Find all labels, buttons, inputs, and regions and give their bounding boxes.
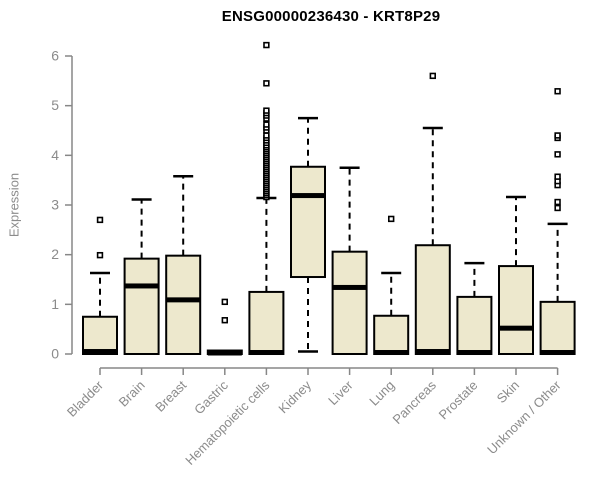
- box: [165, 254, 202, 355]
- y-tick-label: 0: [51, 346, 59, 362]
- outlier-point: [263, 80, 270, 87]
- x-tick-label: Prostate: [436, 378, 481, 423]
- outlier-point: [554, 88, 561, 95]
- boxplot-group-unknown-other: [539, 88, 576, 356]
- boxplot-group-skin: [498, 195, 534, 355]
- boxplot-group-liver: [331, 166, 368, 355]
- outlier-point: [263, 132, 270, 139]
- box: [498, 265, 534, 355]
- median-line: [415, 349, 450, 355]
- x-tick-label: Kidney: [275, 377, 314, 416]
- outlier-point: [554, 173, 561, 180]
- outlier-point: [263, 41, 270, 49]
- outlier-point: [387, 215, 395, 223]
- box: [290, 165, 326, 279]
- median-line: [166, 297, 201, 303]
- chart-title: ENSG00000236430 - KRT8P29: [221, 8, 441, 25]
- box: [82, 315, 118, 355]
- outlier-point: [554, 198, 561, 206]
- median-line: [124, 283, 159, 289]
- outlier-point: [554, 132, 561, 139]
- boxplot-group-brain: [123, 198, 160, 356]
- box: [331, 250, 368, 355]
- boxplot-group-pancreas: [414, 72, 451, 355]
- y-tick-label: 2: [51, 246, 59, 262]
- boxplot-group-gastric: [206, 298, 243, 356]
- median-line: [83, 349, 117, 355]
- median-line: [374, 350, 409, 356]
- y-axis: 0 1 2 3 4 5 6: [51, 48, 73, 362]
- y-axis-title: Expression: [6, 172, 22, 238]
- box: [539, 300, 576, 356]
- y-tick-label: 6: [51, 48, 59, 64]
- box: [248, 290, 285, 355]
- outlier-point: [96, 251, 104, 259]
- x-tick-label: Brain: [116, 378, 148, 410]
- boxplot-group-kidney: [290, 116, 326, 353]
- boxplot-group-prostate: [456, 261, 493, 356]
- outlier-point: [263, 107, 270, 114]
- y-tick-label: 3: [51, 197, 59, 213]
- x-tick-label: Skin: [494, 378, 522, 406]
- boxplot-group-lung: [373, 215, 410, 356]
- x-tick-label: Breast: [152, 377, 189, 414]
- boxplot-group-breast: [165, 174, 202, 355]
- x-tick-label: Bladder: [64, 377, 107, 420]
- y-tick-label: 5: [51, 97, 59, 113]
- median-line: [332, 284, 367, 290]
- boxplot-group-bladder: [82, 216, 118, 355]
- median-line: [457, 350, 492, 356]
- median-line: [540, 350, 575, 356]
- outlier-point: [96, 216, 104, 224]
- x-tick-label: Liver: [325, 377, 356, 408]
- outlier-point: [221, 317, 228, 324]
- x-tick-label: Lung: [366, 378, 397, 409]
- outlier-point: [221, 298, 228, 306]
- y-tick-label: 1: [51, 296, 59, 312]
- outlier-point: [429, 72, 436, 80]
- box: [414, 244, 451, 355]
- median-line: [499, 325, 533, 331]
- outlier-point: [263, 121, 270, 128]
- box: [123, 257, 160, 356]
- boxplot-group-hematopoietic-cells: [248, 41, 285, 356]
- median-line: [291, 193, 325, 199]
- outlier-point: [554, 151, 561, 158]
- x-tick-label: Gastric: [191, 377, 231, 417]
- box: [456, 295, 493, 355]
- median-line: [207, 350, 242, 356]
- median-line: [249, 350, 284, 356]
- outlier-point: [554, 204, 561, 212]
- y-tick-label: 4: [51, 147, 59, 163]
- x-tick-label: Pancreas: [389, 377, 439, 427]
- box: [373, 314, 410, 355]
- x-tick-label: Unknown / Other: [484, 377, 564, 457]
